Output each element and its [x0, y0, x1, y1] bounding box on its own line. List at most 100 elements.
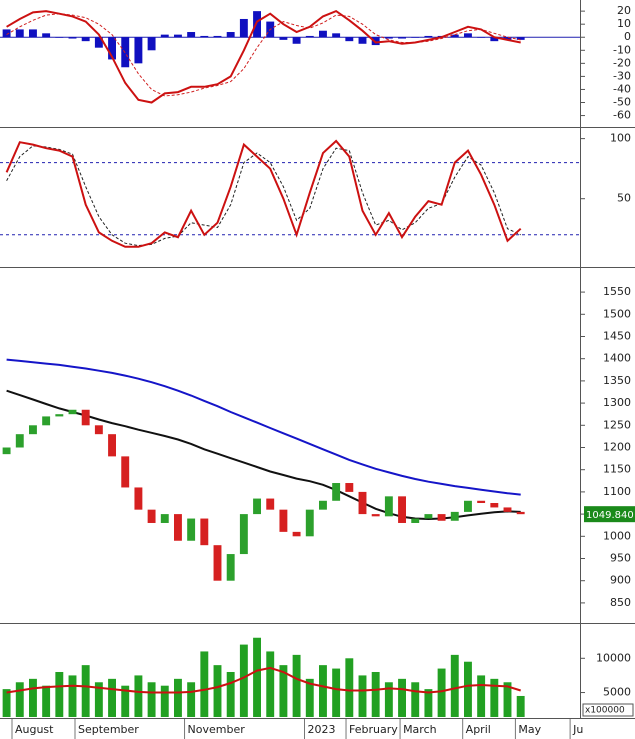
bar [174, 678, 182, 717]
bar [213, 665, 222, 717]
candle-body [29, 425, 37, 435]
y-tick-label: 50 [617, 192, 631, 205]
y-tick-label: 1500 [603, 307, 631, 320]
bar [160, 685, 169, 717]
bar [319, 30, 327, 38]
candle-body [213, 545, 222, 581]
x-tick-label: April [466, 723, 491, 736]
y-tick-label: 850 [610, 596, 631, 609]
unit-label: x100000 [585, 706, 625, 716]
y-tick-label: 1400 [603, 352, 631, 365]
y-tick-label: 100 [610, 132, 631, 145]
candle-body [266, 498, 275, 510]
bar [503, 37, 512, 40]
bar [358, 37, 367, 44]
x-tick-label: November [188, 723, 246, 736]
line [6, 9, 521, 104]
candle-body [464, 500, 472, 512]
frame [0, 0, 635, 719]
candle-body [358, 491, 367, 515]
y-tick-label: 5000 [603, 686, 631, 699]
bar [160, 34, 169, 38]
bar [292, 654, 301, 717]
candle-body [477, 500, 486, 504]
bar [239, 18, 248, 38]
unit-box [582, 703, 634, 717]
bar [332, 33, 341, 38]
bar [253, 11, 261, 38]
bar [358, 675, 367, 717]
bar [226, 671, 235, 717]
x-tick-label: September [78, 723, 139, 736]
y-tick-label: -20 [613, 56, 631, 69]
bar [68, 37, 77, 39]
candle-body [94, 425, 103, 435]
bar [292, 37, 301, 44]
bar [345, 37, 354, 42]
y-tick-label: -50 [613, 96, 631, 109]
stochastic-panel: 100 50 [0, 132, 631, 248]
bar [319, 665, 327, 717]
x-tick-label: August [15, 723, 54, 736]
candle-body [503, 507, 512, 512]
y-tick-label: -60 [613, 109, 631, 122]
bar [42, 33, 51, 38]
bar [42, 685, 51, 717]
bar [384, 682, 393, 717]
y-tick-label: 1150 [603, 463, 631, 476]
candle-body [68, 409, 77, 415]
bar [147, 37, 156, 51]
candle-body [450, 511, 459, 521]
y-tick-label: 1350 [603, 374, 631, 387]
candle-body [371, 514, 380, 517]
bar [490, 37, 499, 42]
candle-body [490, 503, 499, 508]
bar [2, 29, 11, 38]
candle-body [292, 531, 301, 537]
bar [305, 678, 314, 717]
y-tick-label: 1000 [603, 529, 631, 542]
candle-body [160, 514, 169, 523]
candle-body [147, 509, 156, 523]
bar [398, 678, 406, 717]
bar [15, 29, 24, 38]
bar [200, 35, 209, 38]
candle-body [226, 554, 235, 581]
bar [371, 671, 380, 717]
bar [134, 37, 143, 64]
y-tick-label: -40 [613, 82, 631, 95]
bar [503, 682, 512, 717]
y-tick-label: -10 [613, 43, 631, 56]
bar [134, 675, 143, 717]
candlestick-panel: 8509009501000105011001150120012501300135… [2, 285, 635, 609]
candle-body [345, 483, 354, 492]
bar [55, 37, 64, 38]
y-tick-label: 900 [610, 574, 631, 587]
candle-body [174, 514, 182, 541]
bar [121, 685, 130, 717]
line [6, 145, 521, 247]
bar [200, 651, 209, 717]
bar [450, 654, 459, 717]
candle-body [187, 518, 196, 541]
candle-body [279, 509, 288, 532]
bar [239, 644, 248, 717]
bar [345, 658, 354, 717]
y-tick-label: 20 [617, 4, 631, 17]
bar [516, 37, 525, 40]
candle-body [2, 447, 11, 455]
bar [187, 32, 196, 38]
candle-body [200, 518, 209, 546]
candle-body [398, 496, 406, 523]
y-tick-label: 1250 [603, 418, 631, 431]
line [6, 666, 521, 694]
y-tick-label: 1100 [603, 485, 631, 498]
bar [437, 668, 446, 717]
candle-body [42, 416, 51, 426]
x-tick-label: 2023 [308, 723, 336, 736]
last-price-box [584, 506, 635, 523]
y-tick-label: 10000 [596, 651, 631, 664]
x-tick-label: May [518, 723, 541, 736]
